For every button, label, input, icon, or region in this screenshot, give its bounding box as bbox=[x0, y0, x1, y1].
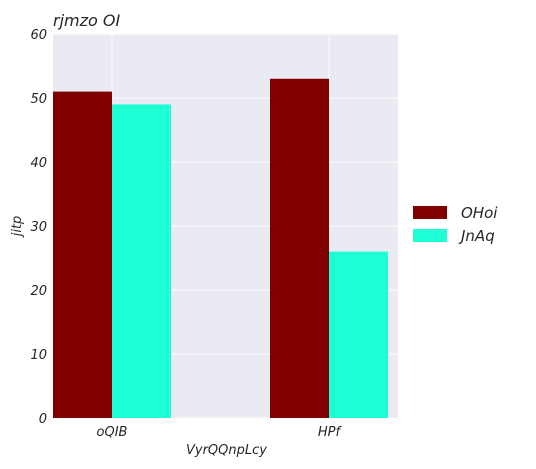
y-tick-labels: 0 10 20 30 40 50 60 bbox=[30, 28, 47, 427]
bar-jnaq-hpf bbox=[329, 251, 388, 418]
y-tick-label: 60 bbox=[30, 28, 47, 43]
legend-label-ohoi: OHoi bbox=[461, 204, 498, 222]
x-tick-label: oQIB bbox=[97, 425, 128, 440]
bar-ohoi-hpf bbox=[270, 78, 329, 419]
y-axis-label: jitp bbox=[10, 216, 25, 239]
x-tick-label: HPf bbox=[318, 425, 343, 440]
x-tick-labels: oQIB HPf bbox=[97, 425, 343, 440]
bar-ohoi-oqib bbox=[53, 91, 112, 418]
y-tick-label: 30 bbox=[30, 220, 47, 235]
x-axis-label: VyrQQnpLcy bbox=[186, 443, 267, 458]
y-tick-label: 40 bbox=[30, 156, 47, 171]
legend: OHoi JnAq bbox=[413, 204, 498, 245]
legend-label-jnaq: JnAq bbox=[458, 227, 495, 245]
y-tick-label: 50 bbox=[30, 92, 47, 107]
y-tick-label: 10 bbox=[30, 348, 47, 363]
chart-title: rjmzo OI bbox=[53, 11, 120, 30]
bars bbox=[53, 78, 388, 419]
y-tick-label: 0 bbox=[39, 412, 47, 427]
y-tick-label: 20 bbox=[30, 284, 47, 299]
legend-swatch-ohoi bbox=[413, 206, 447, 219]
legend-swatch-jnaq bbox=[413, 229, 447, 242]
bar-jnaq-oqib bbox=[112, 104, 171, 419]
